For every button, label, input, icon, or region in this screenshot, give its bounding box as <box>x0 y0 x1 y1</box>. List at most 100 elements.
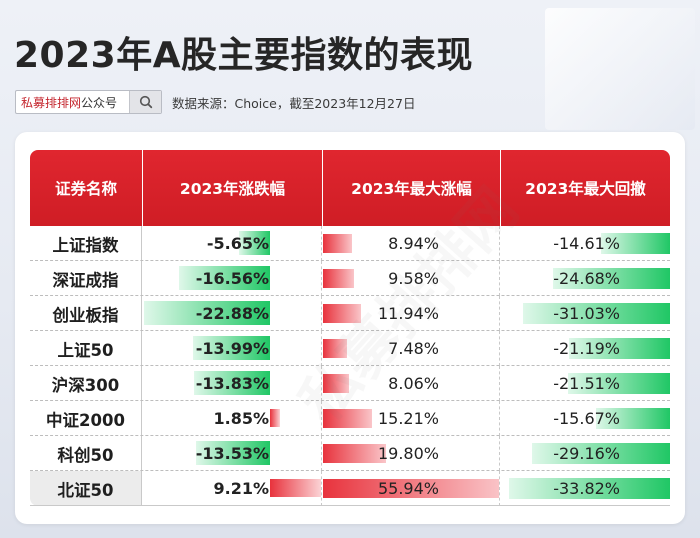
header-change: 2023年涨跌幅 <box>143 150 322 226</box>
change-cell: 9.21% <box>143 471 322 506</box>
max-gain-cell: 8.06% <box>323 366 500 401</box>
row-divider <box>30 400 670 401</box>
index-name: 沪深300 <box>30 366 142 401</box>
index-name: 深证成指 <box>30 261 142 296</box>
max-gain-bar <box>323 269 354 288</box>
search-button[interactable] <box>129 91 161 113</box>
index-name: 上证指数 <box>30 226 142 261</box>
max-drawdown-value: -33.82% <box>553 479 620 498</box>
max-drawdown-value: -31.03% <box>553 304 620 323</box>
max-gain-bar <box>323 374 349 393</box>
max-gain-bar <box>323 339 347 358</box>
max-drawdown-value: -21.51% <box>553 374 620 393</box>
change-bar <box>193 371 270 395</box>
change-value: -13.99% <box>195 339 269 358</box>
change-cell: -13.83% <box>143 366 322 401</box>
table-row: 北证50 9.21% 55.94% -33.82% <box>30 471 670 506</box>
max-gain-value: 55.94% <box>377 479 439 498</box>
max-gain-cell: 11.94% <box>323 296 500 331</box>
max-drawdown-cell: -33.82% <box>501 471 670 506</box>
max-gain-value: 15.21% <box>377 409 439 428</box>
max-drawdown-cell: -14.61% <box>501 226 670 261</box>
change-value: -13.83% <box>195 374 269 393</box>
row-divider <box>30 365 670 366</box>
max-gain-cell: 8.94% <box>323 226 500 261</box>
change-value: -22.88% <box>195 304 269 323</box>
max-drawdown-bar <box>569 338 670 359</box>
index-name: 中证2000 <box>30 401 142 436</box>
change-bar <box>238 231 270 255</box>
max-drawdown-value: -21.19% <box>553 339 620 358</box>
index-name: 北证50 <box>30 471 142 506</box>
max-drawdown-cell: -24.68% <box>501 261 670 296</box>
row-divider <box>30 435 670 436</box>
change-bar <box>144 301 270 325</box>
max-gain-cell: 7.48% <box>323 331 500 366</box>
performance-table: 证券名称 2023年涨跌幅 2023年最大涨幅 2023年最大回撤 上证指数 -5… <box>30 150 670 506</box>
search-icon <box>139 95 153 109</box>
max-drawdown-cell: -31.03% <box>501 296 670 331</box>
table-row: 上证50 -13.99% 7.48% -21.19% <box>30 331 670 366</box>
row-divider <box>30 260 670 261</box>
change-bar <box>270 479 321 497</box>
max-drawdown-cell: -29.16% <box>501 436 670 471</box>
max-gain-value: 9.58% <box>388 269 439 288</box>
change-value: -16.56% <box>195 269 269 288</box>
row-divider <box>30 295 670 296</box>
max-gain-value: 8.94% <box>388 234 439 253</box>
max-gain-value: 19.80% <box>377 444 439 463</box>
max-drawdown-bar <box>522 303 670 324</box>
max-gain-cell: 19.80% <box>323 436 500 471</box>
max-drawdown-value: -15.67% <box>553 409 620 428</box>
max-drawdown-bar <box>600 233 670 254</box>
table-row: 深证成指 -16.56% 9.58% -24.68% <box>30 261 670 296</box>
max-drawdown-bar <box>509 478 670 499</box>
max-drawdown-cell: -15.67% <box>501 401 670 436</box>
max-drawdown-bar <box>552 268 670 289</box>
max-gain-bar <box>323 479 499 498</box>
index-name: 上证50 <box>30 331 142 366</box>
max-gain-value: 11.94% <box>377 304 439 323</box>
change-bar <box>195 441 270 465</box>
row-divider <box>30 470 670 471</box>
header-max-drawdown: 2023年最大回撤 <box>501 150 670 226</box>
header-max-gain: 2023年最大涨幅 <box>323 150 500 226</box>
change-cell: -13.99% <box>143 331 322 366</box>
max-drawdown-value: -29.16% <box>553 444 620 463</box>
search-box[interactable]: 私募排排网公众号 <box>15 90 162 114</box>
max-drawdown-value: -14.61% <box>553 234 620 253</box>
change-cell: -16.56% <box>143 261 322 296</box>
table-row: 科创50 -13.53% 19.80% -29.16% <box>30 436 670 471</box>
change-cell: -13.53% <box>143 436 322 471</box>
change-cell: 1.85% <box>143 401 322 436</box>
change-bar <box>178 266 270 290</box>
max-gain-cell: 9.58% <box>323 261 500 296</box>
change-value: 9.21% <box>213 479 269 498</box>
max-gain-bar <box>323 409 372 428</box>
change-bar <box>193 336 270 360</box>
max-gain-cell: 55.94% <box>323 471 500 506</box>
change-cell: -5.65% <box>143 226 322 261</box>
row-divider <box>30 330 670 331</box>
change-value: -5.65% <box>206 234 269 253</box>
table-row: 沪深300 -13.83% 8.06% -21.51% <box>30 366 670 401</box>
index-name: 创业板指 <box>30 296 142 331</box>
data-source-note: 数据来源：Choice，截至2023年12月27日 <box>172 96 416 111</box>
max-drawdown-cell: -21.19% <box>501 331 670 366</box>
max-drawdown-bar <box>595 408 670 429</box>
page-title: 2023年A股主要指数的表现 <box>14 35 474 76</box>
max-drawdown-cell: -21.51% <box>501 366 670 401</box>
max-drawdown-bar <box>531 443 670 464</box>
change-bar <box>270 409 281 427</box>
background-panel <box>545 8 695 130</box>
max-gain-value: 7.48% <box>388 339 439 358</box>
max-gain-value: 8.06% <box>388 374 439 393</box>
max-gain-bar <box>323 444 387 463</box>
max-drawdown-value: -24.68% <box>553 269 620 288</box>
change-cell: -22.88% <box>143 296 322 331</box>
table-row: 创业板指 -22.88% 11.94% -31.03% <box>30 296 670 331</box>
max-gain-bar <box>323 234 352 253</box>
search-text: 私募排排网公众号 <box>21 96 118 110</box>
change-value: -13.53% <box>195 444 269 463</box>
index-name: 科创50 <box>30 436 142 471</box>
